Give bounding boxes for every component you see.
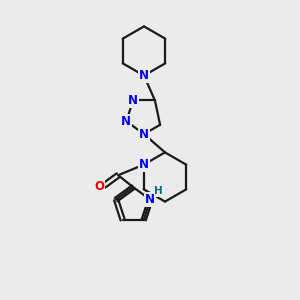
Text: N: N [128,94,138,107]
Text: O: O [94,180,104,193]
Text: N: N [121,115,131,128]
Text: N: N [145,193,155,206]
Text: N: N [139,158,149,171]
Text: H: H [154,186,163,196]
Text: N: N [139,128,149,141]
Text: N: N [139,69,149,82]
